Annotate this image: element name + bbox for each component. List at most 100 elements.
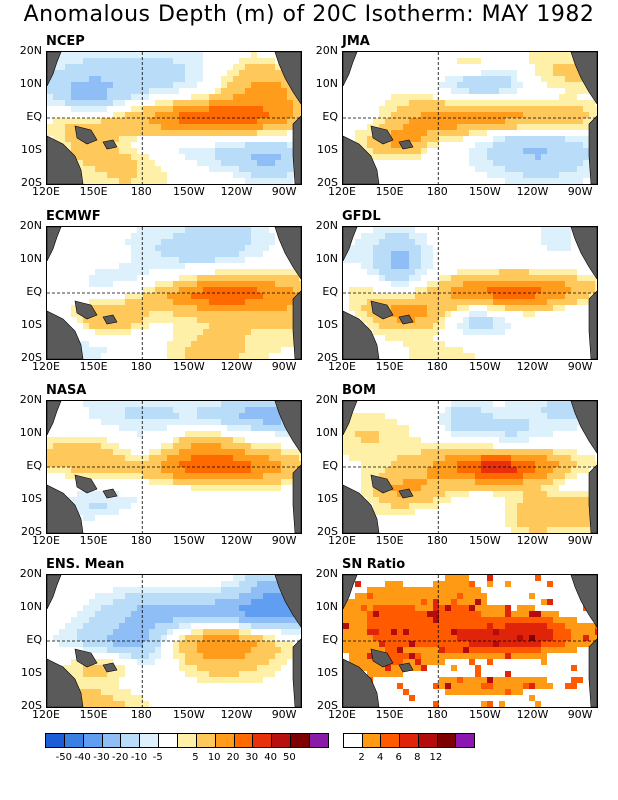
field-cell <box>137 82 143 88</box>
field-cell <box>191 431 197 437</box>
field-cell <box>83 461 89 467</box>
field-cell <box>469 677 475 683</box>
field-cell <box>203 227 209 233</box>
field-cell <box>209 305 215 311</box>
field-cell <box>367 497 373 503</box>
field-cell <box>439 124 445 130</box>
field-cell <box>233 635 239 641</box>
field-cell <box>197 317 203 323</box>
field-cell <box>173 112 179 118</box>
field-cell <box>469 659 475 665</box>
field-cell <box>77 461 83 467</box>
field-cell <box>53 467 59 473</box>
field-cell <box>583 142 589 148</box>
field-cell <box>529 407 535 413</box>
field-cell <box>119 172 125 178</box>
field-cell <box>523 437 529 443</box>
field-cell <box>155 227 161 233</box>
field-cell <box>251 160 257 166</box>
field-cell <box>257 100 263 106</box>
field-cell <box>457 287 463 293</box>
field-cell <box>77 617 83 623</box>
field-cell <box>227 70 233 76</box>
field-cell <box>589 623 595 629</box>
field-cell <box>239 653 245 659</box>
field-cell <box>275 305 281 311</box>
field-cell <box>101 142 107 148</box>
field-cell <box>257 233 263 239</box>
field-cell <box>535 575 541 581</box>
field-cell <box>529 106 535 112</box>
field-cell <box>547 305 553 311</box>
field-cell <box>445 599 451 605</box>
field-cell <box>415 341 421 347</box>
field-cell <box>571 293 577 299</box>
field-cell <box>397 311 403 317</box>
field-cell <box>481 88 487 94</box>
field-cell <box>373 329 379 335</box>
field-cell <box>299 287 301 293</box>
field-cell <box>83 611 89 617</box>
field-cell <box>505 160 511 166</box>
field-cell <box>397 425 403 431</box>
field-cell <box>203 100 209 106</box>
field-cell <box>251 671 257 677</box>
field-cell <box>421 112 427 118</box>
field-cell <box>125 299 131 305</box>
field-cell <box>367 311 373 317</box>
field-cell <box>83 503 89 509</box>
colorbar-swatch <box>159 734 179 747</box>
field-cell <box>505 431 511 437</box>
field-cell <box>457 575 463 581</box>
field-cell <box>373 148 379 154</box>
field-cell <box>523 281 529 287</box>
field-cell <box>523 461 529 467</box>
field-cell <box>287 305 293 311</box>
field-cell <box>251 142 257 148</box>
field-cell <box>143 605 149 611</box>
field-cell <box>535 281 541 287</box>
field-cell <box>263 323 269 329</box>
field-cell <box>155 413 161 419</box>
field-cell <box>427 281 433 287</box>
field-cell <box>355 647 361 653</box>
field-cell <box>553 401 559 407</box>
field-cell <box>373 593 379 599</box>
field-cell <box>421 233 427 239</box>
field-cell <box>107 419 113 425</box>
field-cell <box>421 94 427 100</box>
field-cell <box>391 437 397 443</box>
field-cell <box>263 70 269 76</box>
field-cell <box>161 287 167 293</box>
field-cell <box>107 76 113 82</box>
field-cell <box>487 623 493 629</box>
field-cell <box>445 629 451 635</box>
field-cell <box>463 473 469 479</box>
field-cell <box>125 178 131 184</box>
field-cell <box>553 497 559 503</box>
field-cell <box>101 124 107 130</box>
field-cell <box>385 299 391 305</box>
field-cell <box>499 70 505 76</box>
field-cell <box>535 106 541 112</box>
field-cell <box>119 299 125 305</box>
field-cell <box>397 449 403 455</box>
field-cell <box>209 275 215 281</box>
field-cell <box>215 461 221 467</box>
field-cell <box>505 136 511 142</box>
field-cell <box>523 269 529 275</box>
field-cell <box>517 623 523 629</box>
field-cell <box>191 311 197 317</box>
field-cell <box>257 124 263 130</box>
field-cell <box>553 479 559 485</box>
field-cell <box>251 659 257 665</box>
field-cell <box>505 106 511 112</box>
field-cell <box>149 76 155 82</box>
field-cell <box>233 449 239 455</box>
field-cell <box>215 629 221 635</box>
field-cell <box>281 82 287 88</box>
field-cell <box>131 461 137 467</box>
field-cell <box>457 130 463 136</box>
land-mass <box>343 658 380 707</box>
field-cell <box>143 94 149 100</box>
